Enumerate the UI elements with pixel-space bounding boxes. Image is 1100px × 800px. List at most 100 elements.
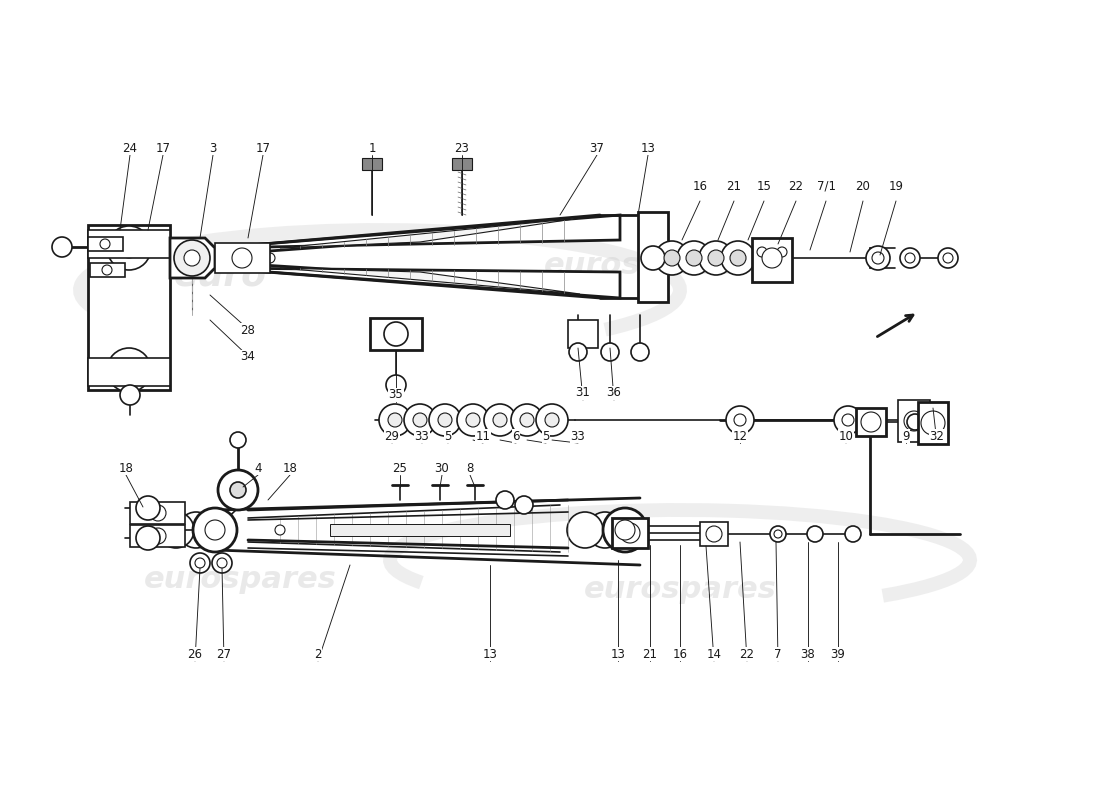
Circle shape bbox=[174, 240, 210, 276]
Circle shape bbox=[275, 525, 285, 535]
Circle shape bbox=[515, 496, 534, 514]
Text: 14: 14 bbox=[706, 647, 722, 661]
Text: 17: 17 bbox=[155, 142, 170, 154]
Bar bbox=[898, 400, 929, 442]
Circle shape bbox=[150, 505, 166, 521]
Circle shape bbox=[908, 414, 923, 430]
Circle shape bbox=[641, 246, 666, 270]
Circle shape bbox=[842, 414, 854, 426]
Text: 12: 12 bbox=[733, 430, 748, 442]
Circle shape bbox=[706, 526, 722, 542]
Circle shape bbox=[52, 237, 72, 257]
Circle shape bbox=[615, 520, 635, 540]
Text: 17: 17 bbox=[255, 142, 271, 154]
Circle shape bbox=[536, 404, 568, 436]
Circle shape bbox=[734, 414, 746, 426]
Bar bbox=[612, 518, 648, 548]
Circle shape bbox=[569, 343, 587, 361]
Circle shape bbox=[708, 250, 724, 266]
Circle shape bbox=[218, 470, 258, 510]
Circle shape bbox=[757, 247, 767, 257]
Circle shape bbox=[664, 250, 680, 266]
Circle shape bbox=[603, 508, 647, 552]
Text: 5: 5 bbox=[542, 430, 550, 442]
Circle shape bbox=[807, 526, 823, 542]
Circle shape bbox=[770, 526, 786, 542]
Text: eurospares: eurospares bbox=[543, 250, 736, 279]
Text: 37: 37 bbox=[590, 142, 604, 154]
Circle shape bbox=[698, 241, 733, 275]
Text: 29: 29 bbox=[385, 430, 399, 442]
Circle shape bbox=[178, 512, 215, 548]
Text: 13: 13 bbox=[610, 647, 626, 661]
Circle shape bbox=[762, 248, 782, 268]
Circle shape bbox=[544, 413, 559, 427]
Bar bbox=[330, 524, 510, 536]
Circle shape bbox=[512, 404, 543, 436]
Bar bbox=[130, 502, 185, 524]
Text: 28: 28 bbox=[241, 323, 255, 337]
Polygon shape bbox=[214, 268, 620, 298]
Text: 21: 21 bbox=[642, 647, 658, 661]
Circle shape bbox=[872, 252, 884, 264]
Text: eurospares: eurospares bbox=[584, 575, 777, 605]
Text: 3: 3 bbox=[209, 142, 217, 154]
Circle shape bbox=[900, 248, 920, 268]
Text: 33: 33 bbox=[415, 430, 429, 442]
Text: 36: 36 bbox=[606, 386, 621, 399]
Bar bbox=[370, 318, 422, 350]
Text: 31: 31 bbox=[575, 386, 591, 399]
Circle shape bbox=[265, 253, 275, 263]
Circle shape bbox=[107, 348, 151, 392]
Text: 7: 7 bbox=[774, 647, 782, 661]
Text: 23: 23 bbox=[454, 142, 470, 154]
Text: 15: 15 bbox=[757, 179, 771, 193]
Bar bbox=[362, 158, 382, 170]
Circle shape bbox=[456, 404, 490, 436]
Bar bbox=[856, 408, 886, 436]
Text: 22: 22 bbox=[789, 179, 803, 193]
Text: 24: 24 bbox=[122, 142, 138, 154]
Circle shape bbox=[943, 253, 953, 263]
Polygon shape bbox=[280, 268, 580, 294]
Bar bbox=[88, 358, 170, 386]
Circle shape bbox=[184, 250, 200, 266]
Text: 8: 8 bbox=[466, 462, 474, 474]
Circle shape bbox=[496, 491, 514, 509]
Text: 2: 2 bbox=[315, 647, 321, 661]
Circle shape bbox=[720, 241, 755, 275]
Text: 13: 13 bbox=[640, 142, 656, 154]
Text: 10: 10 bbox=[838, 430, 854, 442]
Circle shape bbox=[384, 322, 408, 346]
Text: 16: 16 bbox=[672, 647, 688, 661]
Text: 22: 22 bbox=[739, 647, 755, 661]
Circle shape bbox=[631, 343, 649, 361]
Circle shape bbox=[493, 413, 507, 427]
Text: 35: 35 bbox=[388, 389, 404, 402]
Bar bbox=[700, 522, 728, 546]
Circle shape bbox=[136, 526, 160, 550]
Circle shape bbox=[905, 253, 915, 263]
Text: 26: 26 bbox=[187, 647, 202, 661]
Circle shape bbox=[654, 241, 689, 275]
Circle shape bbox=[192, 508, 236, 552]
Circle shape bbox=[388, 413, 401, 427]
Text: 16: 16 bbox=[693, 179, 707, 193]
Circle shape bbox=[119, 238, 139, 258]
Text: 25: 25 bbox=[393, 462, 407, 474]
Circle shape bbox=[587, 512, 623, 548]
Bar bbox=[90, 263, 125, 277]
Circle shape bbox=[730, 250, 746, 266]
Circle shape bbox=[158, 512, 194, 548]
Circle shape bbox=[404, 404, 436, 436]
Bar bbox=[130, 525, 185, 547]
Text: 4: 4 bbox=[254, 462, 262, 474]
Circle shape bbox=[438, 413, 452, 427]
Text: 5: 5 bbox=[444, 430, 452, 442]
Text: 30: 30 bbox=[434, 462, 450, 474]
Bar bbox=[752, 238, 792, 282]
Circle shape bbox=[520, 413, 534, 427]
Circle shape bbox=[921, 411, 945, 435]
Bar bbox=[918, 402, 948, 444]
Text: 27: 27 bbox=[217, 647, 231, 661]
